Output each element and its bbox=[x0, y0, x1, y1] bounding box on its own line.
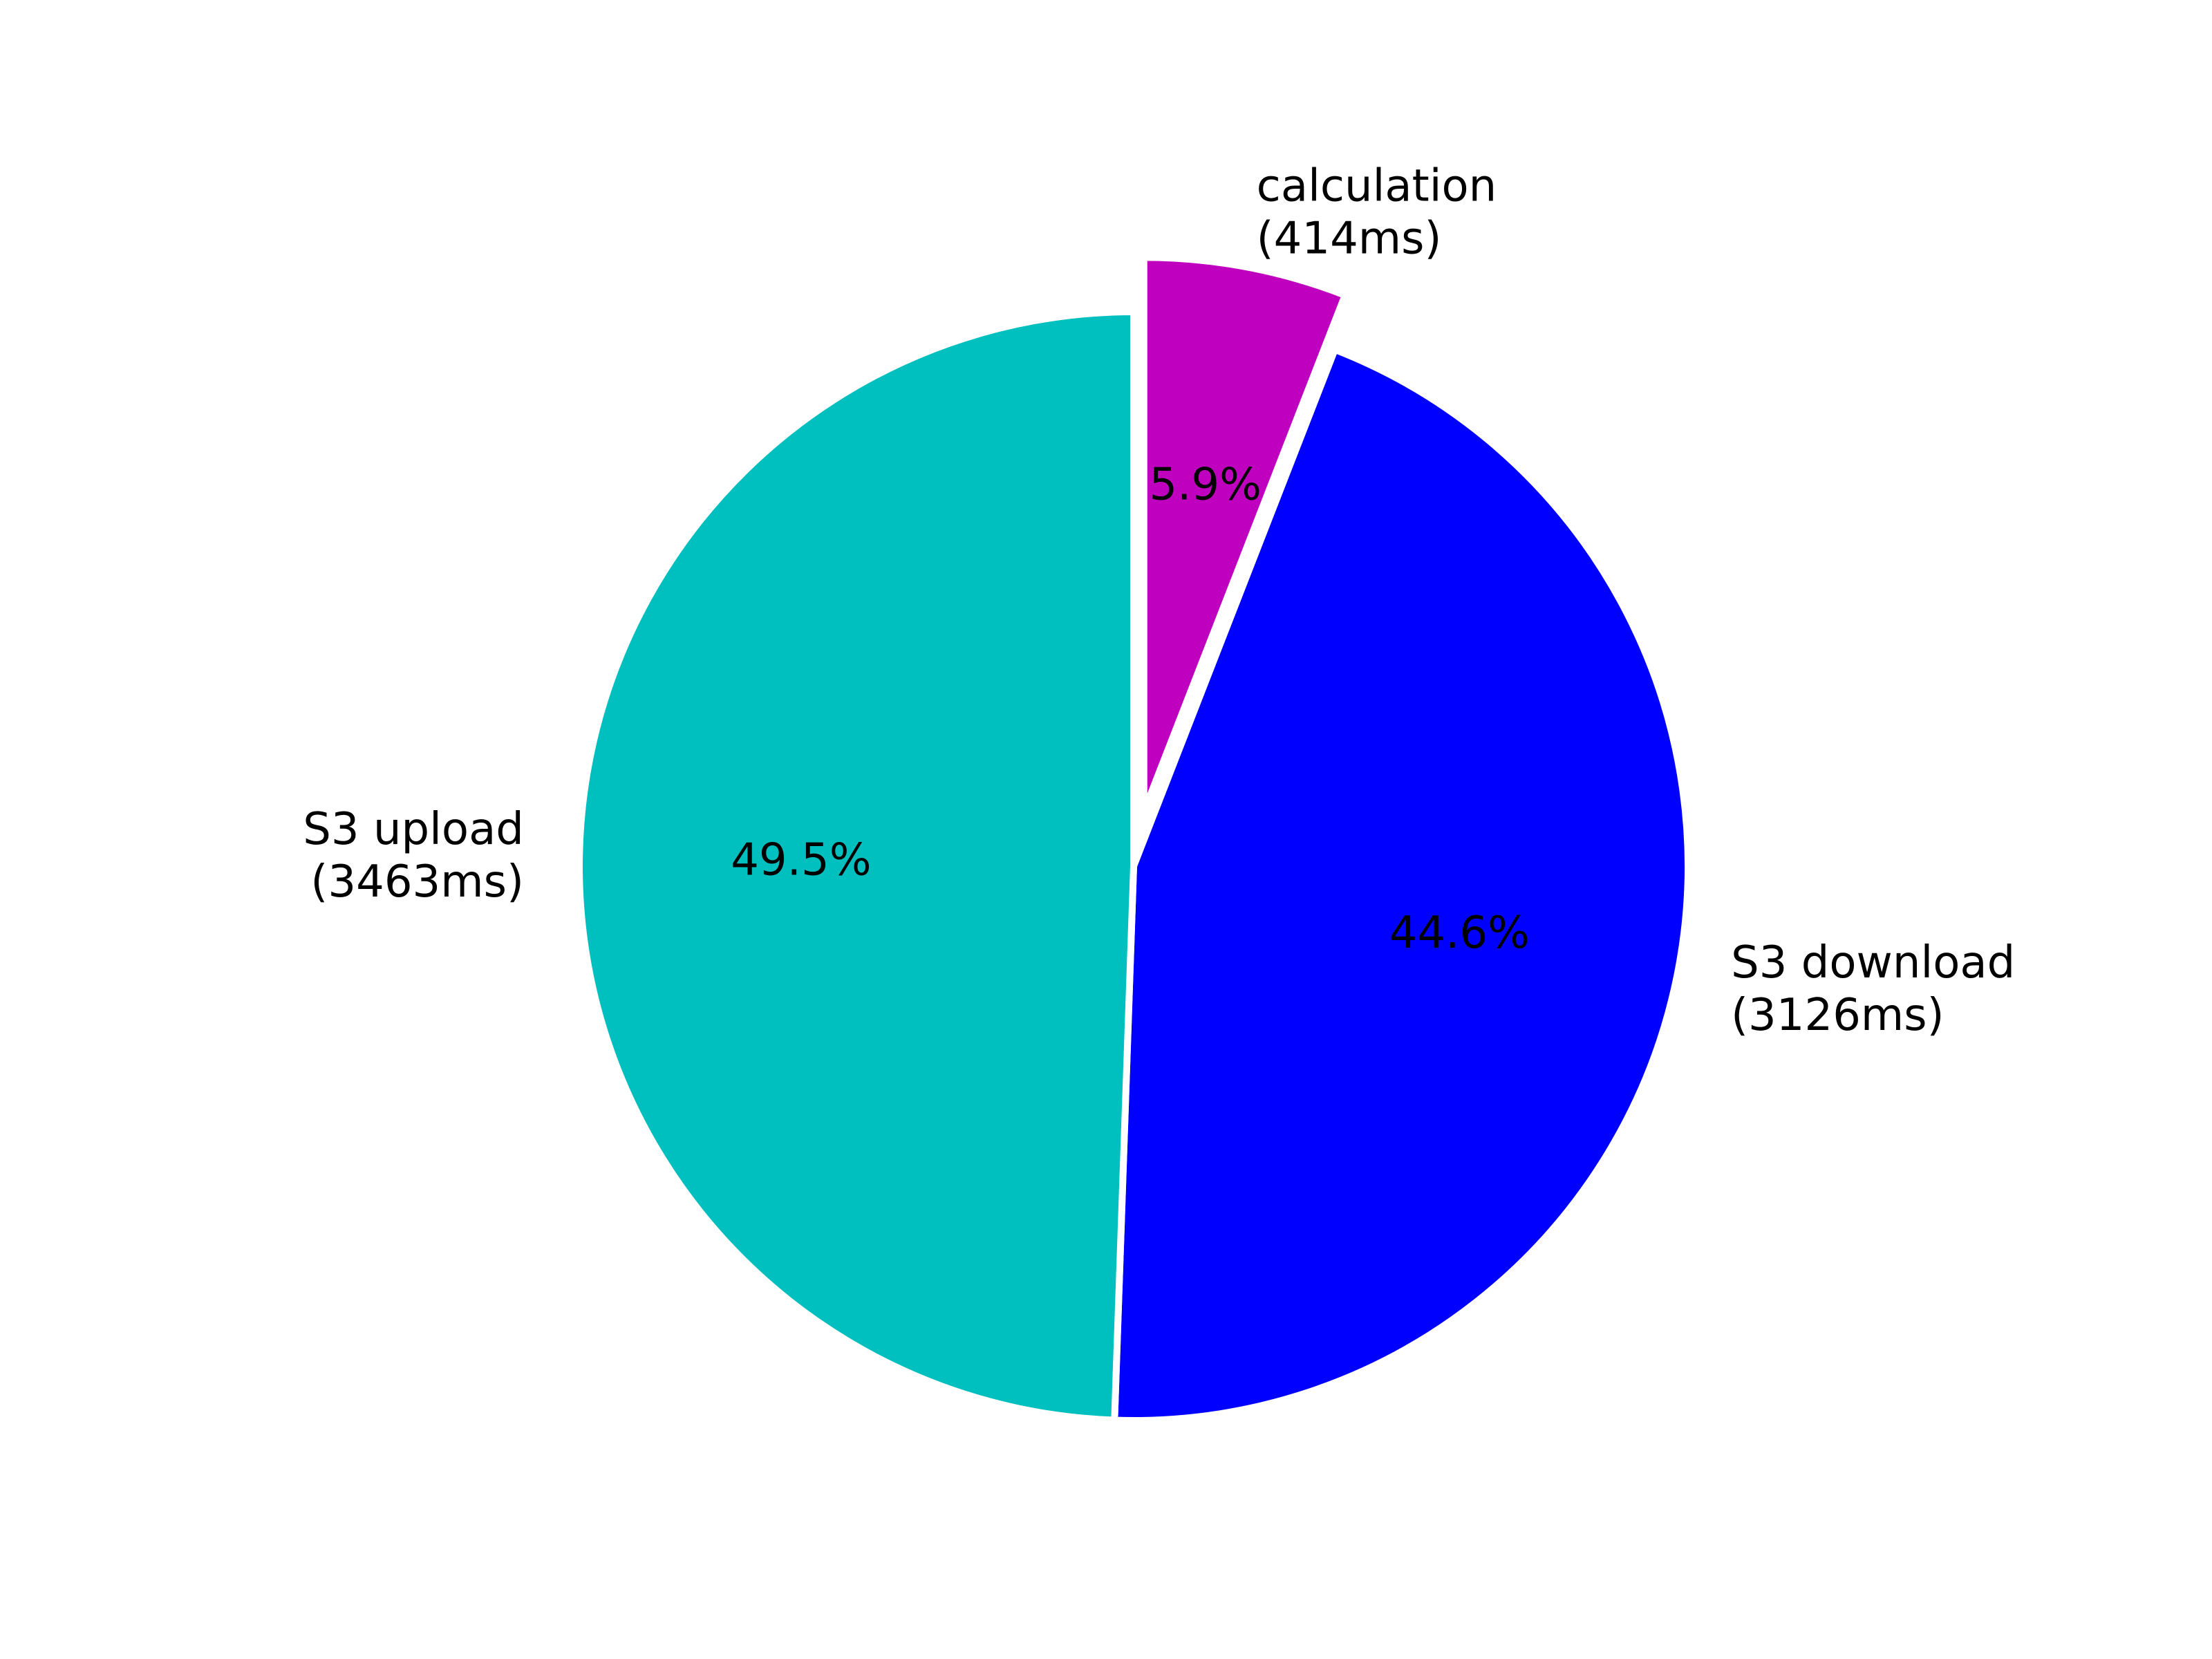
percent-label-upload: 49.5% bbox=[731, 835, 871, 886]
pie-slice-upload bbox=[576, 308, 1137, 1424]
slice-duration-label-download: (3126ms) bbox=[1731, 990, 1944, 1041]
pie-labels: 5.9%calculation(414ms)44.6%S3 download(3… bbox=[303, 160, 2015, 1041]
percent-label-calculation: 5.9% bbox=[1149, 459, 1262, 510]
pie-slice-calculation bbox=[1140, 254, 1350, 814]
percent-label-download: 44.6% bbox=[1389, 908, 1530, 959]
slice-duration-label-upload: (3463ms) bbox=[310, 856, 524, 908]
slice-duration-label-calculation: (414ms) bbox=[1257, 213, 1442, 264]
slice-name-label-download: S3 download bbox=[1731, 937, 2015, 988]
pie-slice-download bbox=[1111, 345, 1691, 1424]
pie-slices bbox=[576, 254, 1691, 1424]
slice-name-label-upload: S3 upload bbox=[303, 804, 524, 855]
slice-name-label-calculation: calculation bbox=[1257, 160, 1497, 212]
